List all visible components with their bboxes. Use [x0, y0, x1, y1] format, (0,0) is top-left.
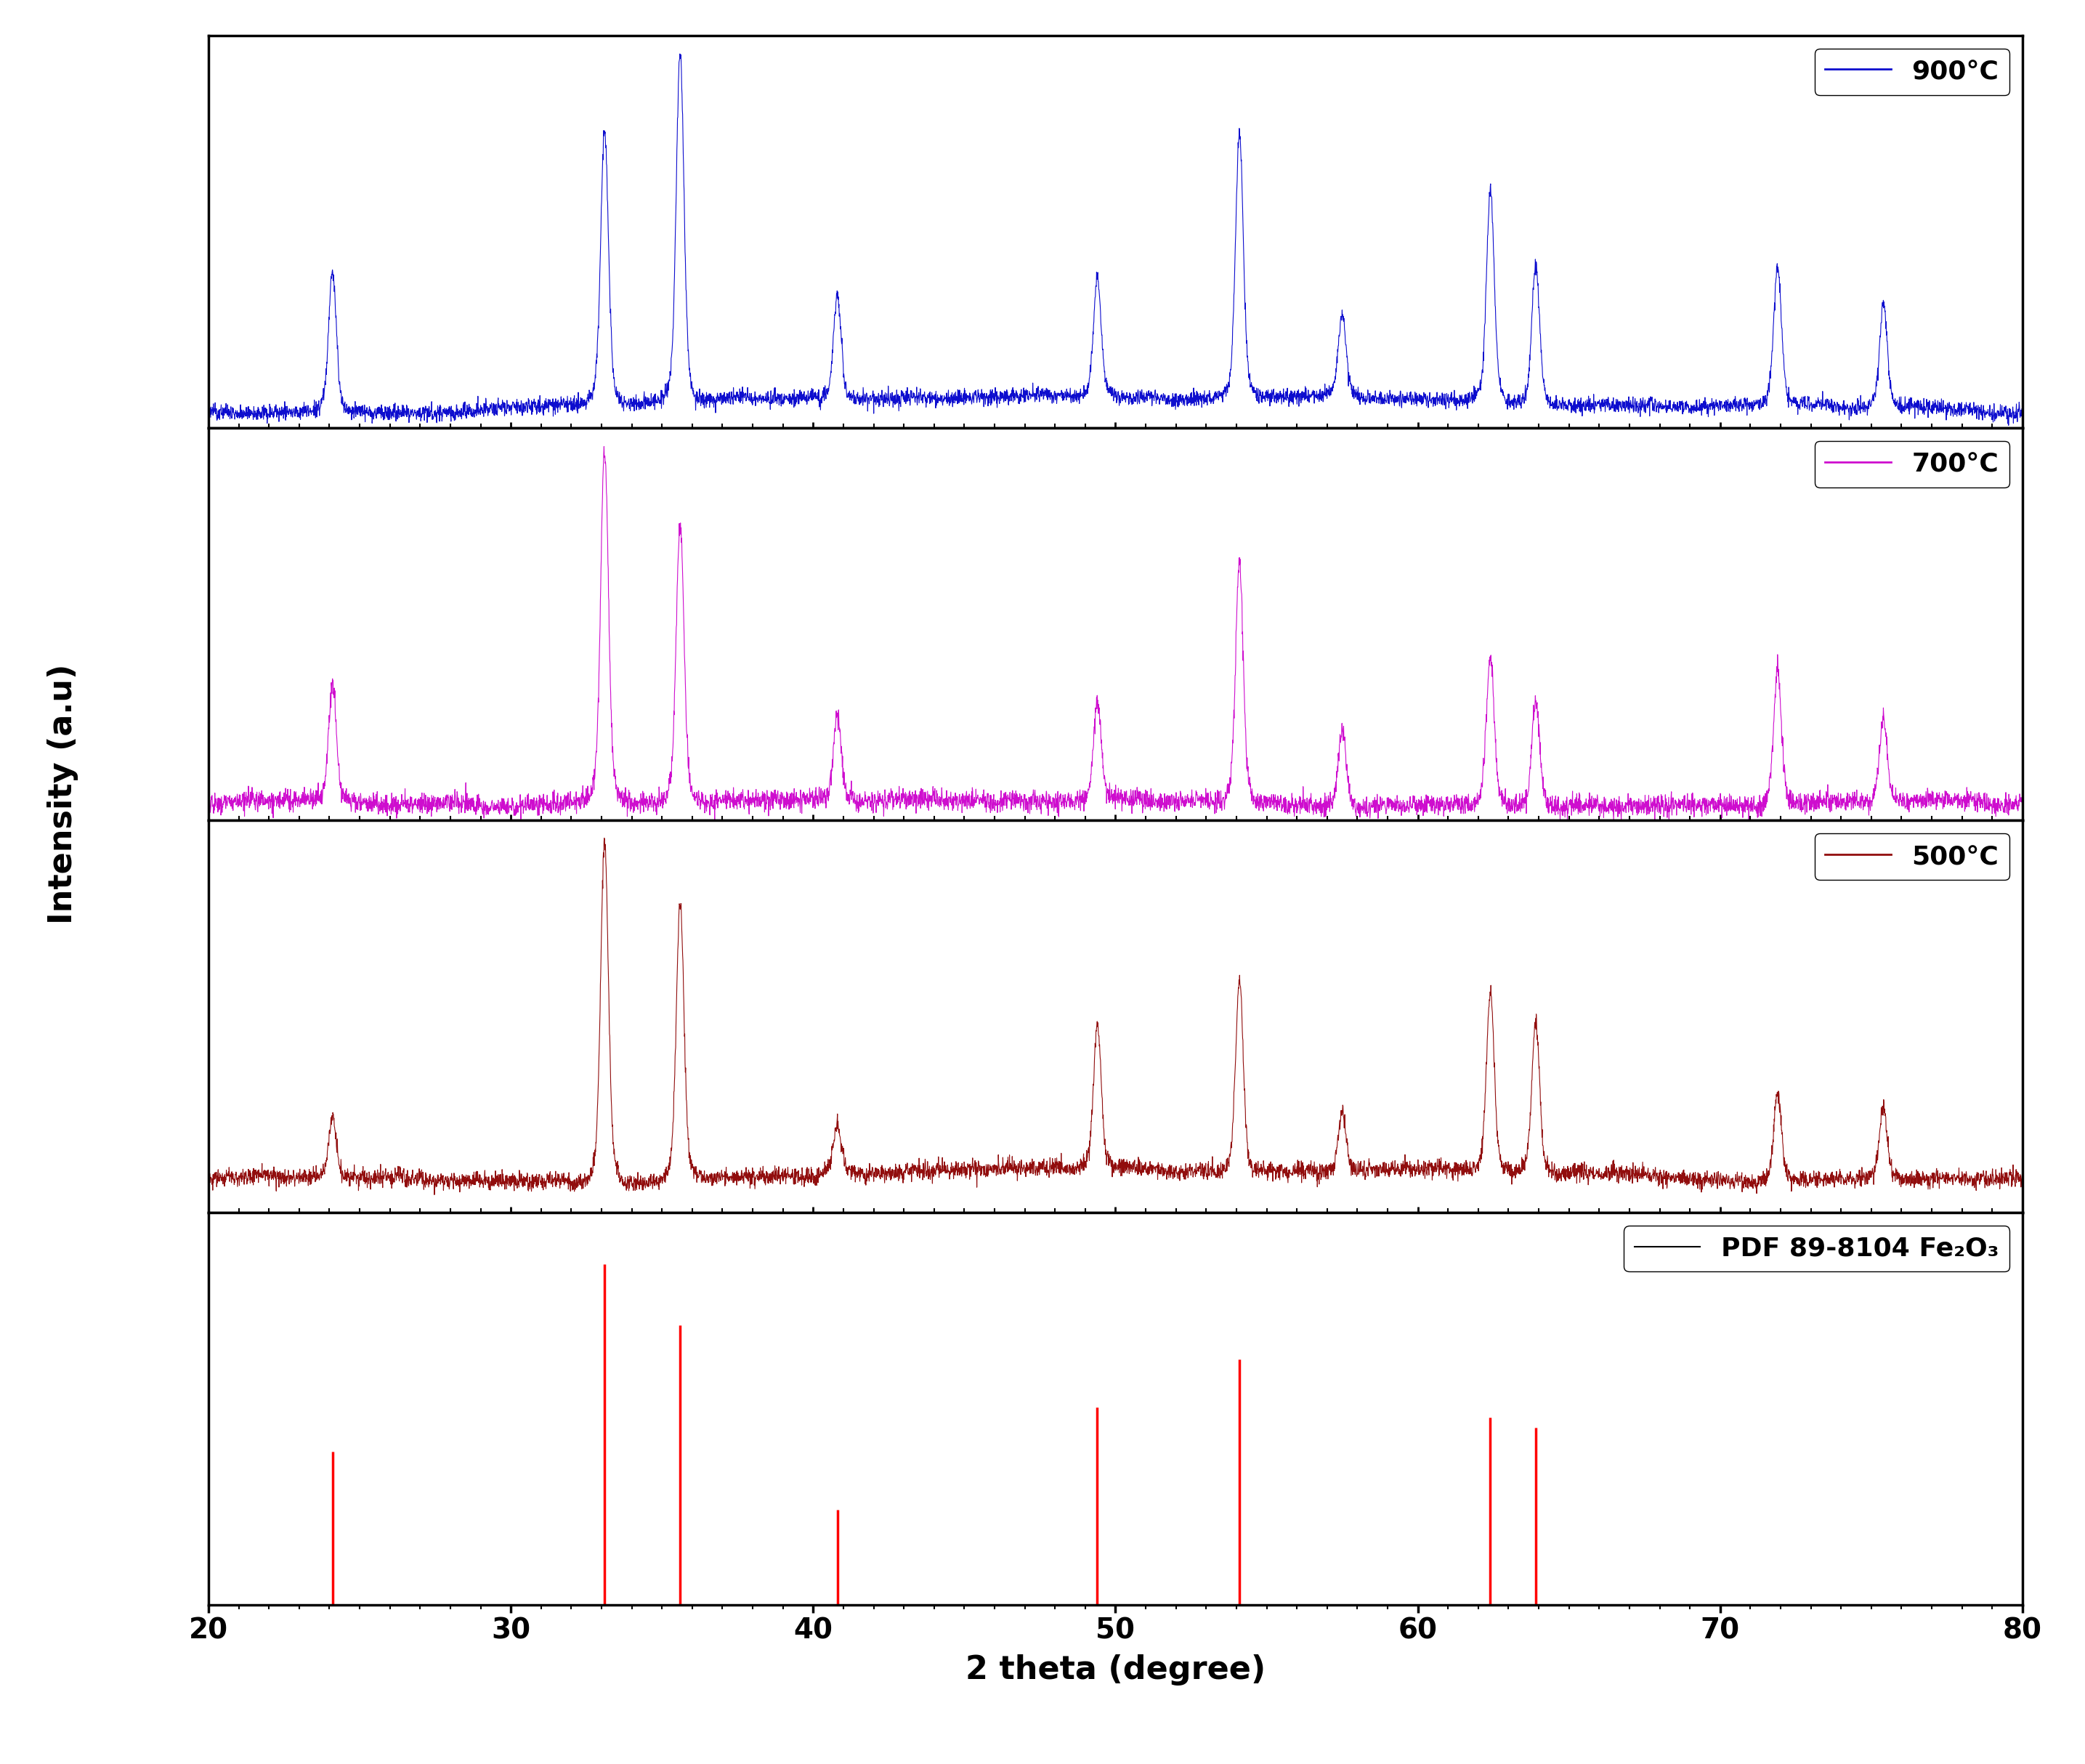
- Legend: 500°C: 500°C: [1814, 833, 2010, 880]
- X-axis label: 2 theta (degree): 2 theta (degree): [965, 1655, 1266, 1686]
- Text: Intensity (a.u): Intensity (a.u): [48, 663, 77, 924]
- Legend: PDF 89-8104 Fe₂O₃: PDF 89-8104 Fe₂O₃: [1624, 1226, 2010, 1272]
- Legend: 700°C: 700°C: [1814, 441, 2010, 487]
- Legend: 900°C: 900°C: [1814, 48, 2010, 95]
